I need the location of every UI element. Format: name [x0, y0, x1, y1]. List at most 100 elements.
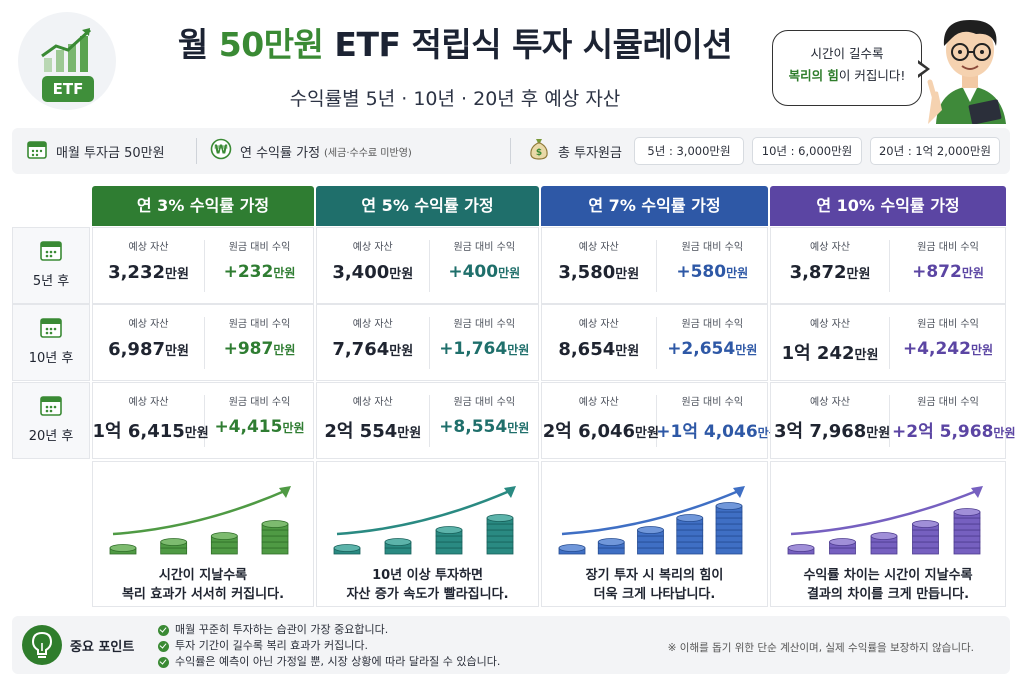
table-cell: 예상 자산 원금 대비 수익 1억 242만원 +4,242만원: [770, 304, 1006, 381]
asset-header: 예상 자산: [810, 319, 850, 330]
asset-header: 예상 자산: [352, 242, 393, 253]
growth-illustration: 시간이 지날수록 복리 효과가 서서히 커집니다.: [92, 461, 314, 607]
table-cell: 예상 자산 원금 대비 수익 2억 6,046만원 +1억 4,046만원: [541, 382, 780, 459]
asset-header: 예상 자산: [128, 242, 169, 253]
gain-value: +987만원: [223, 339, 296, 359]
asset-value: 3,580만원: [558, 262, 640, 283]
disclaimer-note: ※ 이해를 돕기 위한 단순 계산이며, 실제 수익률을 보장하지 않습니다.: [667, 642, 974, 654]
growth-illustration: 10년 이상 투자하면 자산 증가 속도가 빨라집니다.: [316, 461, 539, 607]
asset-value: 3억 7,968만원: [774, 421, 891, 442]
gain-value: +872만원: [912, 262, 984, 282]
speech-bubble: 시간이 길수록 복리의 힘이 커집니다!: [772, 30, 922, 106]
asset-header: 예상 자산: [128, 397, 169, 408]
asset-value: 1억 242만원: [781, 343, 879, 364]
etf-logo: ETF: [18, 12, 116, 110]
chart-caption: 수익률 차이는 시간이 지날수록 결과의 차이를 크게 만듭니다.: [803, 568, 973, 602]
column-header-2: 연 5% 수익률 가정: [316, 186, 539, 226]
gain-value: +1억 4,046만원: [656, 422, 780, 442]
column-header-1: 연 3% 수익률 가정: [92, 186, 314, 226]
gain-value: +4,242만원: [902, 339, 994, 359]
gain-header: 원금 대비 수익: [917, 319, 979, 330]
coin-stack-chart-icon: [109, 486, 291, 555]
table-cell: 예상 자산 원금 대비 수익 2억 554만원 +8,554만원: [316, 382, 539, 459]
table-cell: 예상 자산 원금 대비 수익 3,580만원 +580만원: [541, 227, 768, 304]
gain-header: 원금 대비 수익: [681, 397, 744, 408]
asset-value: 3,232만원: [108, 262, 189, 283]
row-label: 10년 후: [12, 304, 90, 381]
key-points-panel: 중요 포인트 매월 꾸준히 투자하는 습관이 가장 중요합니다. 투자 기간이 …: [12, 616, 1010, 674]
asset-value: 8,654만원: [558, 339, 640, 360]
total-principal: $ 총 투자원금: [528, 128, 622, 174]
table-cell: 예상 자산 원금 대비 수익 6,987만원 +987만원: [92, 304, 314, 381]
gain-header: 원금 대비 수익: [228, 242, 291, 253]
check-icon: [158, 640, 169, 652]
growth-illustration: 장기 투자 시 복리의 힘이 더욱 크게 나타납니다.: [541, 461, 768, 607]
row-label-text: 20년 후: [28, 429, 74, 444]
asset-header: 예상 자산: [128, 319, 169, 330]
money-bag-icon: $: [528, 137, 550, 165]
svg-text:₩: ₩: [214, 143, 228, 157]
growth-chart-icon: [41, 28, 92, 72]
asset-value: 2억 554만원: [324, 421, 422, 442]
page-title: 월 50만원 ETF 적립식 투자 시뮬레이션: [177, 25, 733, 64]
gain-value: +580만원: [676, 262, 749, 282]
etf-badge: ETF: [42, 76, 94, 102]
row-label: 20년 후: [12, 382, 90, 459]
gain-header: 원금 대비 수익: [917, 242, 979, 253]
gain-value: +1,764만원: [439, 339, 530, 359]
asset-value: 3,400만원: [332, 262, 414, 283]
asset-value: 2억 6,046만원: [542, 421, 659, 442]
chart-caption: 시간이 지날수록 복리 효과가 서서히 커집니다.: [121, 568, 285, 602]
column-header-4: 연 10% 수익률 가정: [770, 186, 1006, 226]
page-subtitle: 수익률별 5년 · 10년 · 20년 후 예상 자산: [289, 88, 621, 110]
list-item: 수익률은 예측이 아닌 가정일 뿐, 시장 상황에 따라 달라질 수 있습니다.: [158, 654, 500, 670]
gain-header: 원금 대비 수익: [681, 242, 744, 253]
info-bar: 매월 투자금 50만원 ₩ 연 수익률 가정 (세금·수수료 미반영) $ 총 투…: [12, 128, 1010, 174]
coin-stack-chart-icon: [333, 486, 516, 555]
lightbulb-icon: [22, 625, 62, 665]
row-label: 5년 후: [12, 227, 90, 304]
key-points-title: 중요 포인트: [70, 640, 135, 655]
table-cell: 예상 자산 원금 대비 수익 3,232만원 +232만원: [92, 227, 314, 304]
column-header-3: 연 7% 수익률 가정: [541, 186, 768, 226]
calendar-icon: [13, 315, 89, 343]
chart-caption: 장기 투자 시 복리의 힘이 더욱 크게 나타납니다.: [585, 568, 724, 602]
gain-value: +400만원: [448, 262, 521, 282]
gain-value: +232만원: [223, 262, 296, 282]
table-cell: 예상 자산 원금 대비 수익 3,400만원 +400만원: [316, 227, 539, 304]
list-item: 투자 기간이 길수록 복리 효과가 커집니다.: [158, 638, 500, 654]
table-cell: 예상 자산 원금 대비 수익 3억 7,968만원 +2억 5,968만원: [770, 382, 1016, 459]
calendar-icon: [13, 393, 89, 421]
person-illustration-icon: [927, 20, 1006, 124]
gain-header: 원금 대비 수익: [228, 319, 291, 330]
chart-caption: 10년 이상 투자하면 자산 증가 속도가 빨라집니다.: [346, 568, 509, 602]
check-icon: [158, 624, 169, 636]
list-item: 매월 꾸준히 투자하는 습관이 가장 중요합니다.: [158, 622, 500, 638]
asset-header: 예상 자산: [352, 319, 393, 330]
gain-header: 원금 대비 수익: [453, 242, 516, 253]
total-5y-pill: 5년 : 3,000만원: [634, 137, 744, 165]
asset-header: 예상 자산: [352, 397, 393, 408]
calendar-icon: [13, 238, 89, 266]
growth-illustration: 수익률 차이는 시간이 지날수록 결과의 차이를 크게 만듭니다.: [770, 461, 1006, 607]
svg-text:$: $: [536, 148, 542, 158]
asset-header: 예상 자산: [578, 242, 619, 253]
asset-header: 예상 자산: [578, 319, 619, 330]
gain-header: 원금 대비 수익: [681, 319, 744, 330]
asset-header: 예상 자산: [578, 397, 619, 408]
key-points-list: 매월 꾸준히 투자하는 습관이 가장 중요합니다. 투자 기간이 길수록 복리 …: [158, 622, 500, 670]
annual-rate-assumption: ₩ 연 수익률 가정 (세금·수수료 미반영): [210, 128, 412, 174]
monthly-investment: 매월 투자금 50만원: [26, 128, 165, 174]
gain-value: +2,654만원: [667, 339, 758, 359]
total-20y-pill: 20년 : 1억 2,000만원: [870, 137, 1000, 165]
coin-stack-chart-icon: [787, 486, 983, 555]
gain-header: 원금 대비 수익: [917, 397, 979, 408]
asset-value: 6,987만원: [108, 339, 189, 360]
total-10y-pill: 10년 : 6,000만원: [752, 137, 862, 165]
row-label-text: 10년 후: [28, 351, 74, 366]
gain-header: 원금 대비 수익: [453, 319, 516, 330]
calendar-icon: [26, 138, 48, 164]
gain-header: 원금 대비 수익: [228, 397, 291, 408]
row-label-text: 5년 후: [32, 274, 70, 289]
asset-header: 예상 자산: [810, 397, 850, 408]
